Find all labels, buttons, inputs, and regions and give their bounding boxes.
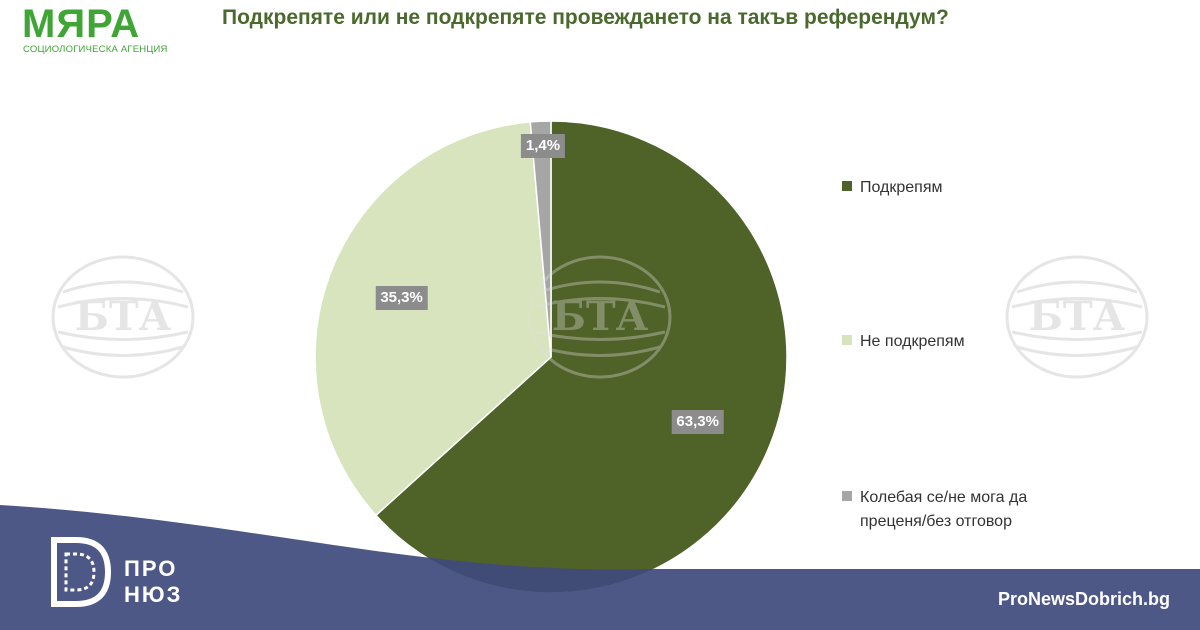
legend-swatch — [842, 181, 852, 191]
logo-subtitle: СОЦИОЛОГИЧЕСКА АГЕНЦИЯ — [23, 44, 168, 55]
bta-watermark-right: БТА — [1005, 255, 1149, 379]
watermark-text: БТА — [552, 293, 649, 340]
legend-swatch — [842, 491, 852, 501]
legend-item-undecided: Колебая се/не мога да преценя/без отгово… — [842, 486, 1070, 534]
pie-slice-not-support — [314, 121, 552, 517]
legend-item-not-support: Не подкрепям — [842, 330, 1070, 354]
pro-news-mark-icon — [51, 537, 112, 607]
brand-line-2: НЮЗ — [124, 582, 183, 607]
legend-label: Колебая се/не мога да преценя/без отгово… — [860, 489, 1028, 530]
brand-line-1: ПРО — [124, 556, 178, 581]
data-label-not-support: 35,3% — [375, 286, 428, 311]
myara-logo: МЯРА СОЦИОЛОГИЧЕСКА АГЕНЦИЯ — [22, 2, 172, 55]
bta-watermark-left: БТА — [51, 255, 195, 379]
legend-label: Подкрепям — [860, 179, 943, 196]
site-url: ProNewsDobrich.bg — [997, 589, 1170, 609]
legend-swatch — [842, 335, 852, 345]
data-label-support: 63,3% — [671, 410, 724, 435]
pie-slice-undecided — [529, 120, 552, 358]
chart-title: Подкрепяте или не подкрепяте провежданет… — [222, 6, 949, 29]
legend-label: Не подкрепям — [860, 333, 965, 350]
pro-news-logo: ПРО НЮЗ — [46, 532, 216, 612]
watermark-text: БТА — [75, 293, 172, 340]
legend-item-support: Подкрепям — [842, 176, 1070, 200]
watermark-text: БТА — [1029, 293, 1126, 340]
bta-watermark-center: БТА — [528, 255, 672, 379]
data-label-undecided: 1,4% — [520, 134, 566, 158]
logo-wordmark: МЯРА — [22, 2, 141, 46]
